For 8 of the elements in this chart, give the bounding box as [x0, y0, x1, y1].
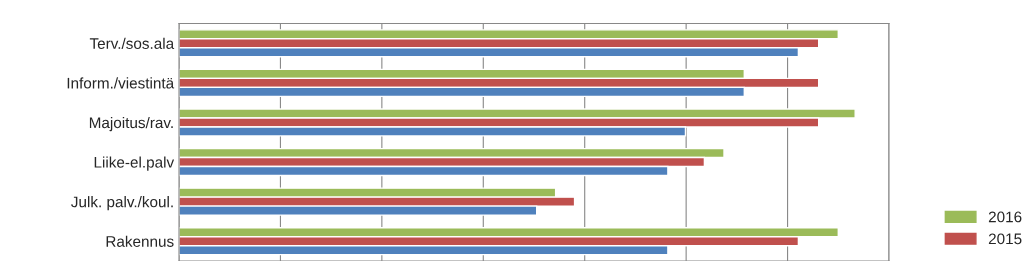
y-tick-label: Rakennus: [106, 235, 174, 247]
y-tick-label: Julk. palv./koul.: [71, 196, 173, 211]
y-tick-label: Terv./sos.ala: [89, 37, 175, 49]
legend-label: 2016: [988, 211, 1022, 223]
legend-label: 2015: [988, 233, 1022, 245]
y-tick-label: Majoitus/rav.: [89, 116, 173, 132]
y-tick-label: Liike-el.palv: [94, 156, 175, 171]
y-tick-label: Inform./viestintä: [67, 77, 175, 89]
